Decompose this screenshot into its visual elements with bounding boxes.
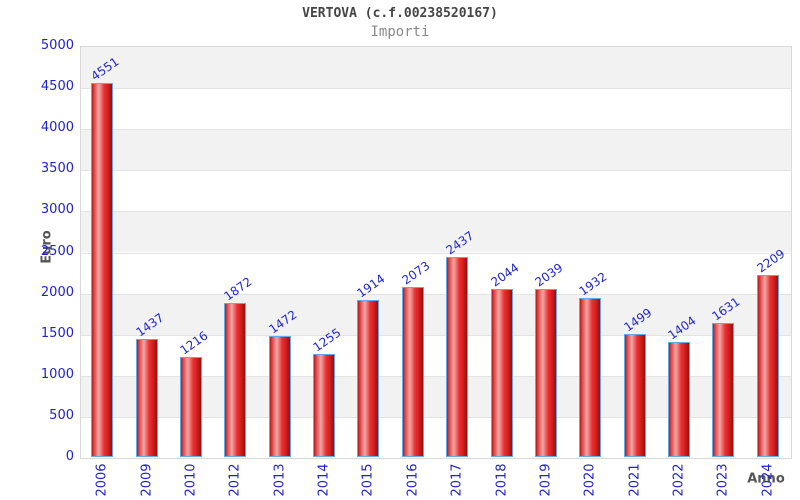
bar-2013 [268,336,291,457]
gridline [81,211,791,213]
y-axis-tick-label: 4500 [40,79,74,95]
grid-band [81,211,791,253]
x-axis-title: Anno [747,471,785,487]
grid-band [81,293,791,335]
plot-area [80,46,792,459]
x-axis-tick-label: 2018 [494,463,510,497]
x-axis-tick-label: 2021 [627,463,643,497]
bar-2010 [179,357,202,457]
x-axis-tick-label: 2024 [760,463,776,497]
x-axis-tick-label: 2022 [671,463,687,497]
x-axis-tick-label: 2012 [227,463,243,497]
bar-2012 [224,303,247,457]
x-axis-tick-label: 2014 [316,463,332,497]
y-axis-tick-label: 3500 [40,161,74,177]
bar-2015 [357,299,380,457]
x-axis-tick-label: 2006 [94,463,110,497]
gridline [81,252,791,254]
bar-2017 [446,256,469,457]
grid-band [81,170,791,212]
bar-2022 [668,341,691,457]
chart-title: VERTOVA (c.f.00238520167) [302,6,498,21]
y-axis-tick-label: 500 [49,407,74,423]
grid-band [81,252,791,294]
x-axis-tick-label: 2019 [538,463,554,497]
y-axis-tick-label: 4000 [40,120,74,136]
bar-2023 [712,322,735,457]
y-axis-tick-label: 2500 [40,243,74,259]
x-axis-tick-label: 2017 [449,463,465,497]
gridline [81,170,791,172]
y-axis-tick-label: 5000 [40,38,74,53]
gridline [81,334,791,336]
x-axis-tick-label: 2010 [183,463,199,497]
y-axis-tick-label: 2000 [40,284,74,300]
chart-subtitle: Importi [370,24,430,40]
gridline [81,88,791,90]
x-axis-tick-label: 2015 [360,463,376,497]
y-axis-tick-label: 1500 [40,325,74,341]
x-axis-tick-label: 2016 [405,463,421,497]
gridline [81,293,791,295]
bar-2018 [490,288,513,457]
bar-2009 [135,338,158,457]
x-axis-tick-label: 2009 [139,463,155,497]
gridline [81,416,791,418]
y-axis-tick-label: 1000 [40,366,74,382]
grid-band [81,88,791,130]
y-axis-tick-label: 0 [65,449,74,464]
bar-2006 [91,82,114,457]
bar-2021 [623,333,646,457]
gridline [81,375,791,377]
bar-2020 [579,298,602,457]
grid-band [81,47,791,89]
bar-2016 [401,286,424,457]
bar-2014 [313,353,336,457]
bar-2019 [534,289,557,457]
bar-2024 [756,275,779,457]
grid-band [81,129,791,171]
gridline [81,129,791,131]
x-axis-tick-label: 2013 [272,463,288,497]
y-axis-tick-label: 3000 [40,202,74,218]
x-axis-tick-label: 2020 [582,463,598,497]
x-axis-tick-label: 2023 [715,463,731,497]
